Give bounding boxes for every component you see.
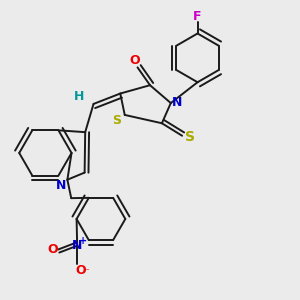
Text: +: + — [79, 236, 87, 246]
Text: O: O — [129, 54, 140, 67]
Text: S: S — [112, 114, 121, 128]
Text: F: F — [193, 10, 202, 23]
Text: H: H — [74, 90, 84, 103]
Text: N: N — [172, 96, 182, 109]
Text: N: N — [72, 239, 83, 252]
Text: ⁻: ⁻ — [83, 267, 89, 277]
Text: O: O — [75, 265, 86, 278]
Text: S: S — [184, 130, 194, 144]
Text: O: O — [47, 243, 58, 256]
Text: N: N — [56, 178, 67, 192]
